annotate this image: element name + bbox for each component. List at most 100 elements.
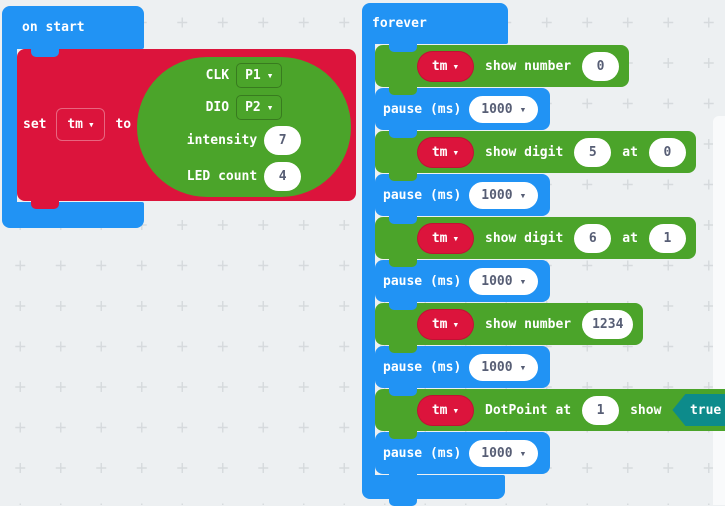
tm-show-digit-block[interactable]: tm ▾ show digit 5 at 0 bbox=[375, 131, 696, 181]
variable-dropdown[interactable]: tm ▾ bbox=[417, 394, 474, 426]
block-connector-tab bbox=[31, 199, 59, 209]
dio-pin-value: P2 bbox=[245, 99, 261, 115]
set-variable-block[interactable]: set tm ▾ to CLK P1 ▾ DIO P2 ▾ intensity … bbox=[17, 49, 356, 209]
chevron-down-icon: ▾ bbox=[519, 274, 527, 288]
variable-dropdown[interactable]: tm ▾ bbox=[417, 136, 474, 168]
boolean-dropdown[interactable]: true ▾ bbox=[672, 394, 725, 426]
block-connector-tab bbox=[389, 128, 417, 138]
led-count-label: LED count bbox=[186, 168, 258, 184]
chevron-down-icon: ▾ bbox=[88, 118, 95, 131]
chevron-down-icon: ▾ bbox=[452, 231, 460, 245]
block-connector-tab bbox=[389, 472, 417, 482]
on-start-block-bottom bbox=[2, 202, 144, 228]
tm-show-number-block[interactable]: tm ▾ show number 1234 bbox=[375, 303, 644, 353]
at-label: at bbox=[622, 144, 638, 160]
pause-label: pause (ms) bbox=[383, 445, 462, 461]
block-connector-tab bbox=[389, 429, 417, 439]
pause-block[interactable]: pause (ms) 1000 ▾ bbox=[375, 174, 551, 224]
intensity-label: intensity bbox=[186, 133, 258, 149]
duration-dropdown[interactable]: 1000 ▾ bbox=[469, 439, 539, 467]
pause-block[interactable]: pause (ms) 1000 ▾ bbox=[375, 260, 551, 310]
set-label: set bbox=[23, 117, 47, 132]
variable-name: tm bbox=[431, 316, 448, 332]
duration-dropdown[interactable]: 1000 ▾ bbox=[469, 267, 539, 295]
chevron-down-icon: ▾ bbox=[266, 69, 274, 83]
number-input[interactable]: 1234 bbox=[582, 309, 634, 339]
variable-dropdown[interactable]: tm ▾ bbox=[417, 50, 474, 82]
intensity-input[interactable]: 7 bbox=[264, 126, 302, 156]
block-connector-tab bbox=[389, 85, 417, 95]
intensity-arg-row: intensity 7 bbox=[186, 126, 302, 156]
position-input[interactable]: 1 bbox=[648, 223, 686, 253]
variable-name: tm bbox=[431, 58, 448, 74]
digit-input[interactable]: 5 bbox=[574, 137, 612, 167]
variable-name: tm bbox=[431, 144, 448, 160]
block-connector-tab bbox=[31, 47, 59, 57]
clk-label: CLK bbox=[205, 68, 230, 84]
block-connector-tab bbox=[389, 343, 417, 353]
block-connector-tab bbox=[389, 497, 417, 506]
on-start-block-header[interactable]: on start bbox=[2, 6, 144, 57]
pause-label: pause (ms) bbox=[383, 187, 462, 203]
block-connector-tab bbox=[389, 257, 417, 267]
tm-show-digit-block[interactable]: tm ▾ show digit 6 at 1 bbox=[375, 217, 696, 267]
chevron-down-icon: ▾ bbox=[266, 100, 274, 114]
to-label: to bbox=[115, 117, 132, 132]
op-label: show number bbox=[485, 58, 572, 74]
duration-value: 1000 bbox=[481, 187, 513, 203]
forever-label: forever bbox=[372, 16, 427, 31]
position-input[interactable]: 0 bbox=[648, 137, 686, 167]
duration-dropdown[interactable]: 1000 ▾ bbox=[469, 95, 539, 123]
chevron-down-icon: ▾ bbox=[452, 59, 460, 73]
scrollbar-track[interactable] bbox=[713, 116, 725, 505]
variable-name: tm bbox=[431, 402, 448, 418]
position-input[interactable]: 1 bbox=[582, 395, 620, 425]
chevron-down-icon: ▾ bbox=[452, 145, 460, 159]
chevron-down-icon: ▾ bbox=[519, 446, 527, 460]
pause-block[interactable]: pause (ms) 1000 ▾ bbox=[375, 432, 551, 482]
op-label: show digit bbox=[485, 144, 564, 160]
variable-dropdown[interactable]: tm ▾ bbox=[417, 308, 474, 340]
chevron-down-icon: ▾ bbox=[519, 360, 527, 374]
dio-pin-dropdown[interactable]: P2 ▾ bbox=[236, 94, 283, 120]
duration-dropdown[interactable]: 1000 ▾ bbox=[469, 353, 539, 381]
variable-dropdown[interactable]: tm ▾ bbox=[417, 222, 474, 254]
forever-block-bottom bbox=[362, 475, 505, 506]
show-label: show bbox=[630, 402, 662, 418]
digit-input[interactable]: 6 bbox=[574, 223, 612, 253]
tm-show-number-block[interactable]: tm ▾ show number 0 bbox=[375, 45, 630, 95]
block-connector-tab bbox=[389, 300, 417, 310]
forever-block-header[interactable]: forever bbox=[362, 3, 508, 52]
dio-label: DIO bbox=[205, 99, 230, 115]
variable-name: tm bbox=[67, 117, 83, 132]
chevron-down-icon: ▾ bbox=[519, 188, 527, 202]
on-start-block-left-edge bbox=[2, 48, 17, 202]
tm-dotpoint-block[interactable]: tm ▾ DotPoint at 1 show true ▾ bbox=[375, 389, 725, 439]
pause-block[interactable]: pause (ms) 1000 ▾ bbox=[375, 346, 551, 396]
pause-label: pause (ms) bbox=[383, 101, 462, 117]
chevron-down-icon: ▾ bbox=[452, 317, 460, 331]
pause-block[interactable]: pause (ms) 1000 ▾ bbox=[375, 88, 551, 138]
duration-dropdown[interactable]: 1000 ▾ bbox=[469, 181, 539, 209]
clk-pin-dropdown[interactable]: P1 ▾ bbox=[236, 63, 283, 89]
duration-value: 1000 bbox=[481, 273, 513, 289]
clk-pin-value: P1 bbox=[245, 68, 261, 84]
op-label: DotPoint at bbox=[485, 402, 572, 418]
block-connector-tab bbox=[389, 171, 417, 181]
chevron-down-icon: ▾ bbox=[519, 102, 527, 116]
duration-value: 1000 bbox=[481, 445, 513, 461]
forever-block-left-edge bbox=[362, 44, 375, 476]
led-count-input[interactable]: 4 bbox=[264, 161, 302, 191]
dio-arg-row: DIO P2 ▾ bbox=[205, 94, 283, 120]
block-connector-tab bbox=[389, 386, 417, 396]
tm1637-create-block[interactable]: CLK P1 ▾ DIO P2 ▾ intensity 7 LED count … bbox=[137, 57, 351, 197]
variable-dropdown[interactable]: tm ▾ bbox=[56, 108, 106, 141]
variable-name: tm bbox=[431, 230, 448, 246]
duration-value: 1000 bbox=[481, 359, 513, 375]
pause-label: pause (ms) bbox=[383, 359, 462, 375]
number-input[interactable]: 0 bbox=[582, 51, 620, 81]
chevron-down-icon: ▾ bbox=[452, 403, 460, 417]
op-label: show number bbox=[485, 316, 572, 332]
clk-arg-row: CLK P1 ▾ bbox=[205, 63, 283, 89]
duration-value: 1000 bbox=[481, 101, 513, 117]
